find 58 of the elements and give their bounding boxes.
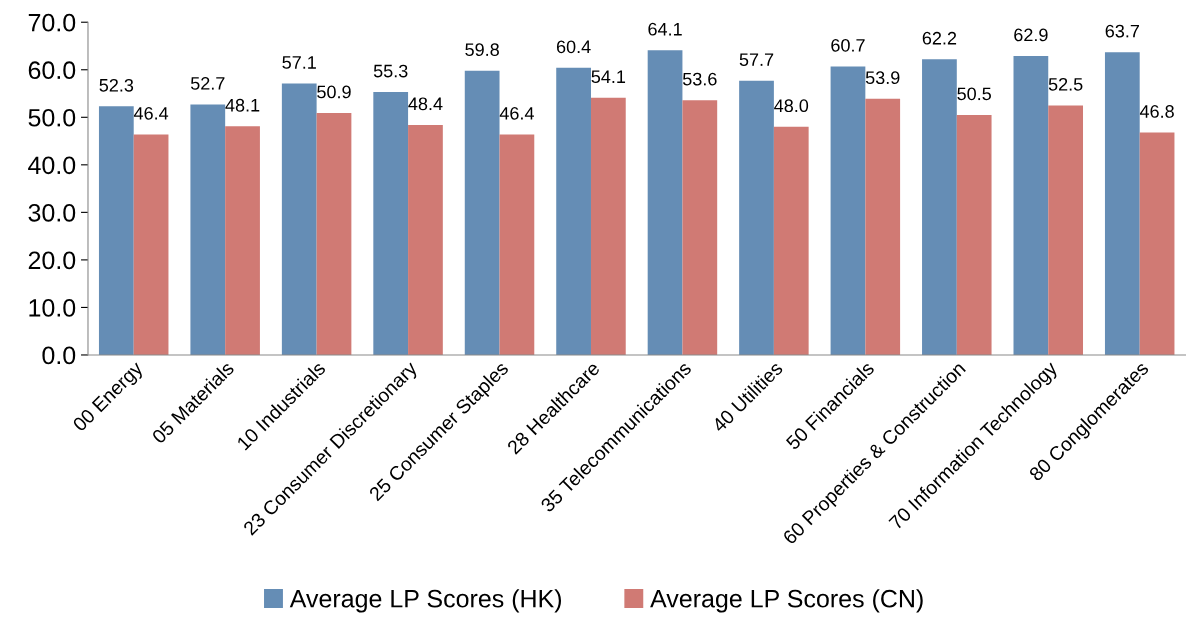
bar	[556, 67, 591, 355]
y-tick-label: 70.0	[28, 13, 76, 32]
data-label: 46.4	[133, 106, 169, 120]
bar	[739, 80, 774, 355]
data-label: 46.4	[499, 106, 534, 120]
data-label: 63.7	[1105, 24, 1139, 38]
bar	[922, 59, 957, 355]
bar	[373, 92, 409, 355]
bar	[190, 104, 226, 355]
data-label: 62.9	[1014, 28, 1048, 42]
y-tick-label: 0.0	[42, 346, 76, 365]
data-label: 50.9	[317, 85, 351, 99]
bar	[316, 113, 352, 355]
bar	[408, 124, 443, 355]
data-label: 62.2	[922, 31, 957, 45]
bar	[773, 126, 809, 355]
bar	[499, 134, 535, 355]
bar	[830, 66, 866, 355]
bar	[956, 114, 992, 355]
data-label: 52.3	[99, 78, 134, 92]
bar	[1013, 55, 1049, 355]
y-tick-label: 10.0	[29, 299, 76, 317]
data-label: 52.7	[190, 76, 225, 90]
data-label: 53.9	[865, 71, 900, 85]
bar	[464, 70, 500, 355]
y-tick-label: 40.0	[28, 156, 76, 175]
data-label: 48.1	[225, 98, 260, 112]
data-label: 57.1	[282, 56, 316, 69]
bar	[682, 100, 718, 355]
bar	[590, 97, 626, 355]
bar	[865, 98, 901, 355]
data-label: 60.7	[831, 38, 865, 52]
data-label: 52.5	[1048, 77, 1083, 91]
data-label: 46.8	[1139, 105, 1174, 118]
data-label: 64.1	[648, 22, 682, 36]
data-label: 50.5	[957, 87, 991, 101]
y-tick-label: 30.0	[28, 203, 76, 222]
bar	[1139, 132, 1175, 355]
y-tick-label: 50.0	[28, 108, 76, 127]
data-label: 54.1	[591, 70, 626, 84]
data-label: 57.7	[739, 53, 774, 67]
legend-label: Average LP Scores (CN)	[650, 589, 923, 613]
bar	[647, 50, 683, 355]
bar	[1048, 105, 1083, 355]
data-label: 48.4	[408, 97, 443, 111]
legend-label: Average LP Scores (HK)	[289, 589, 562, 613]
bar	[1104, 52, 1140, 355]
data-label: 55.3	[373, 64, 408, 78]
bar	[281, 83, 317, 355]
data-label: 53.6	[682, 72, 717, 86]
bar	[225, 126, 260, 355]
bar	[133, 134, 169, 355]
data-label: 48.0	[774, 99, 809, 113]
data-label: 59.8	[465, 43, 499, 57]
y-tick-label: 20.0	[28, 251, 76, 270]
y-tick-label: 60.0	[28, 61, 76, 80]
bar	[98, 106, 134, 355]
data-label: 60.4	[556, 40, 591, 54]
